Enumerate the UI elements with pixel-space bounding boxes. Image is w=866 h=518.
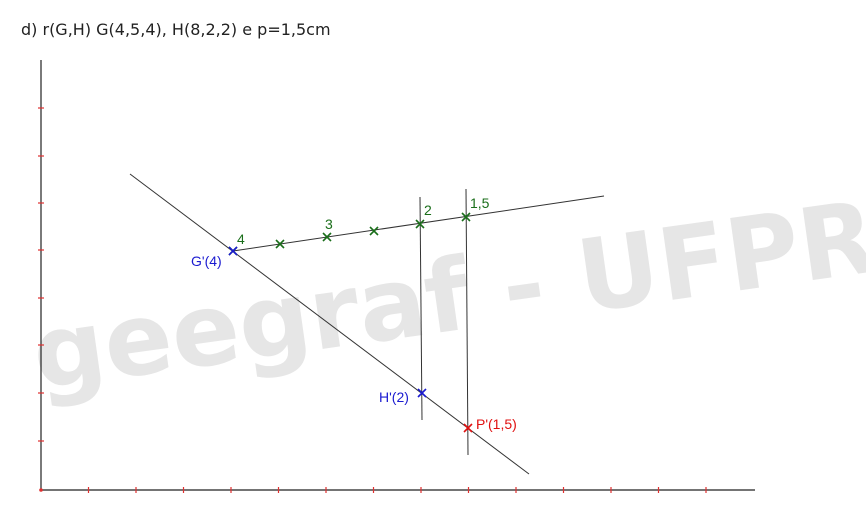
scale-mark-15 [461,212,471,222]
scale-mark-3 [322,232,332,242]
scale-mark-25 [369,226,379,236]
watermark-text: geegraf - UFPR [25,178,866,412]
origin-point [39,488,43,492]
scale-label-15: 1,5 [470,195,490,211]
axis-ticks [38,107,707,493]
exercise-title: d) r(G,H) G(4,5,4), H(8,2,2) e p=1,5cm [21,20,331,39]
point-g-prime-marker [228,246,238,256]
point-p-prime-label: P'(1,5) [476,416,517,432]
scale-label-2: 2 [424,202,432,218]
scale-mark-35 [275,239,285,249]
connector-line-2 [419,196,423,421]
point-p-prime-marker [463,423,473,433]
point-h-prime-label: H'(2) [379,389,409,405]
point-g-prime-label: G'(4) [191,253,222,269]
scale-mark-2 [415,219,425,229]
projection-line-r [129,173,530,475]
scale-label-4: 4 [237,231,245,247]
connector-line-15 [465,188,469,456]
point-h-prime-marker [417,388,427,398]
scale-label-3: 3 [325,216,333,232]
